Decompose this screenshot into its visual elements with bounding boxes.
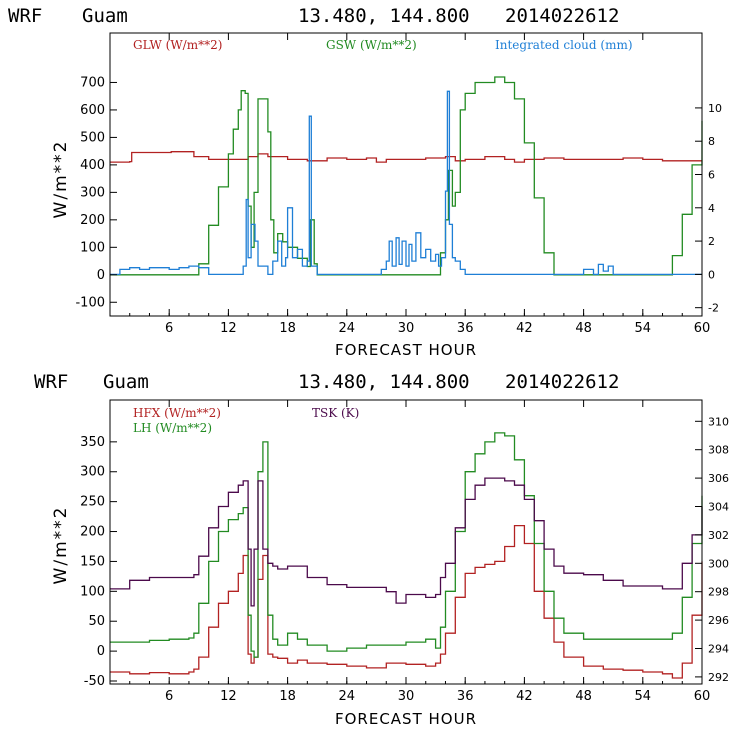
bottom-header-coords: 13.480, 144.800: [298, 371, 470, 393]
top-y2-tick-label-6: 6: [708, 169, 715, 182]
bottom-series-2-line: [110, 477, 703, 607]
bottom-y2-tick-label-310: 310: [708, 415, 729, 428]
bottom-y2-tick-label-298: 298: [708, 586, 729, 599]
top-header-run: 2014022612: [505, 5, 619, 27]
bottom-chart-panel: 6 12 18 24 30 36 42 48 54 60 -50 0 50 100 150 200 250 300…: [80, 399, 729, 704]
top-y-tick-label-0: 0: [97, 268, 105, 283]
bottom-header-run: 2014022612: [505, 371, 619, 393]
top-y2-tick-label-4: 4: [708, 202, 715, 215]
bottom-y-tick-label-50: 50: [88, 614, 105, 629]
bottom-y2-tick-label-300: 300: [708, 557, 729, 570]
bottom-x-tick-label-12: 12: [220, 689, 237, 704]
top-y2-tick-label-0: 0: [708, 268, 715, 281]
top-y-tick-label-500: 500: [80, 130, 105, 145]
bottom-x-tick-label-42: 42: [516, 689, 533, 704]
top-x-axis-label: FORECAST HOUR: [335, 341, 477, 359]
bottom-y-tick-label-300: 300: [80, 465, 105, 480]
bottom-y2-tick-label-308: 308: [708, 444, 729, 457]
bottom-x-tick-label-30: 30: [398, 689, 415, 704]
top-x-tick-label-36: 36: [457, 321, 474, 336]
top-y2-tick-label-8: 8: [708, 135, 715, 148]
top-x-tick-label-6: 6: [165, 321, 173, 336]
top-series-0-line: [110, 151, 702, 163]
top-series-1-line: [110, 76, 703, 276]
bottom-y-tick-label-100: 100: [80, 584, 105, 599]
top-y2-tick-label--2: -2: [708, 302, 719, 315]
top-x-tick-label-30: 30: [398, 321, 415, 336]
bottom-y-tick-label-350: 350: [80, 435, 105, 450]
legend-hfx: HFX (W/m**2): [133, 406, 221, 420]
bottom-plot-frame: [109, 399, 703, 685]
bottom-x-tick-label-18: 18: [279, 689, 296, 704]
top-x-tick-label-48: 48: [575, 321, 592, 336]
bottom-y-tick-label-200: 200: [80, 525, 105, 540]
top-x-tick-label-12: 12: [220, 321, 237, 336]
bottom-y-axis-label: W/m**2: [51, 506, 71, 585]
bottom-header-model: WRF: [34, 371, 68, 393]
bottom-y-tick-label-0: 0: [97, 644, 105, 659]
bottom-series-1-line: [110, 432, 703, 658]
top-y-tick-label-600: 600: [80, 103, 105, 118]
bottom-y2-tick-label-306: 306: [708, 472, 729, 485]
bottom-x-tick-label-54: 54: [635, 689, 652, 704]
top-y2-tick-label-2: 2: [708, 235, 715, 248]
bottom-y2-tick-label-292: 292: [708, 671, 729, 684]
top-y-tick-label-700: 700: [80, 75, 105, 90]
top-y2-tick-label-10: 10: [708, 102, 722, 115]
top-x-tick-label-42: 42: [516, 321, 533, 336]
top-x-tick-label-18: 18: [279, 321, 296, 336]
bottom-x-tick-label-24: 24: [339, 689, 356, 704]
top-y-axis-label: W/m**2: [51, 140, 71, 219]
legend-cloud: Integrated cloud (mm): [495, 38, 633, 52]
top-y-tick-label-200: 200: [80, 213, 105, 228]
bottom-header-site: Guam: [103, 371, 149, 393]
bottom-x-axis-label: FORECAST HOUR: [335, 710, 477, 728]
top-x-tick-label-60: 60: [694, 321, 711, 336]
bottom-y2-tick-label-302: 302: [708, 529, 729, 542]
legend-glw: GLW (W/m**2): [133, 38, 222, 52]
top-y-tick-label--100: -100: [75, 295, 105, 310]
bottom-x-tick-label-48: 48: [575, 689, 592, 704]
top-header-site: Guam: [82, 5, 128, 27]
top-x-tick-label-24: 24: [339, 321, 356, 336]
bottom-y2-tick-label-296: 296: [708, 614, 729, 627]
legend-gsw: GSW (W/m**2): [326, 38, 417, 52]
bottom-y-tick-label-250: 250: [80, 495, 105, 510]
legend-tsk: TSK (K): [312, 406, 359, 420]
bottom-y2-tick-label-294: 294: [708, 643, 729, 656]
top-y-tick-label-300: 300: [80, 185, 105, 200]
top-x-tick-label-54: 54: [635, 321, 652, 336]
top-y-tick-label-400: 400: [80, 158, 105, 173]
bottom-y-tick-label-150: 150: [80, 554, 105, 569]
top-header-coords: 13.480, 144.800: [298, 5, 470, 27]
top-y-tick-label-100: 100: [80, 240, 105, 255]
top-header-model: WRF: [8, 5, 42, 27]
top-series-2-line: [110, 90, 702, 276]
bottom-x-tick-label-6: 6: [165, 689, 173, 704]
legend-lh: LH (W/m**2): [133, 421, 212, 435]
bottom-y2-tick-label-304: 304: [708, 501, 729, 514]
bottom-x-tick-label-36: 36: [457, 689, 474, 704]
bottom-series-0-line: [110, 524, 703, 679]
bottom-y-tick-label--50: -50: [84, 674, 105, 689]
bottom-x-tick-label-60: 60: [694, 689, 711, 704]
top-chart-panel: 6 12 18 24 30 36 42 48 54 60-10001002003004005006…: [75, 32, 722, 336]
